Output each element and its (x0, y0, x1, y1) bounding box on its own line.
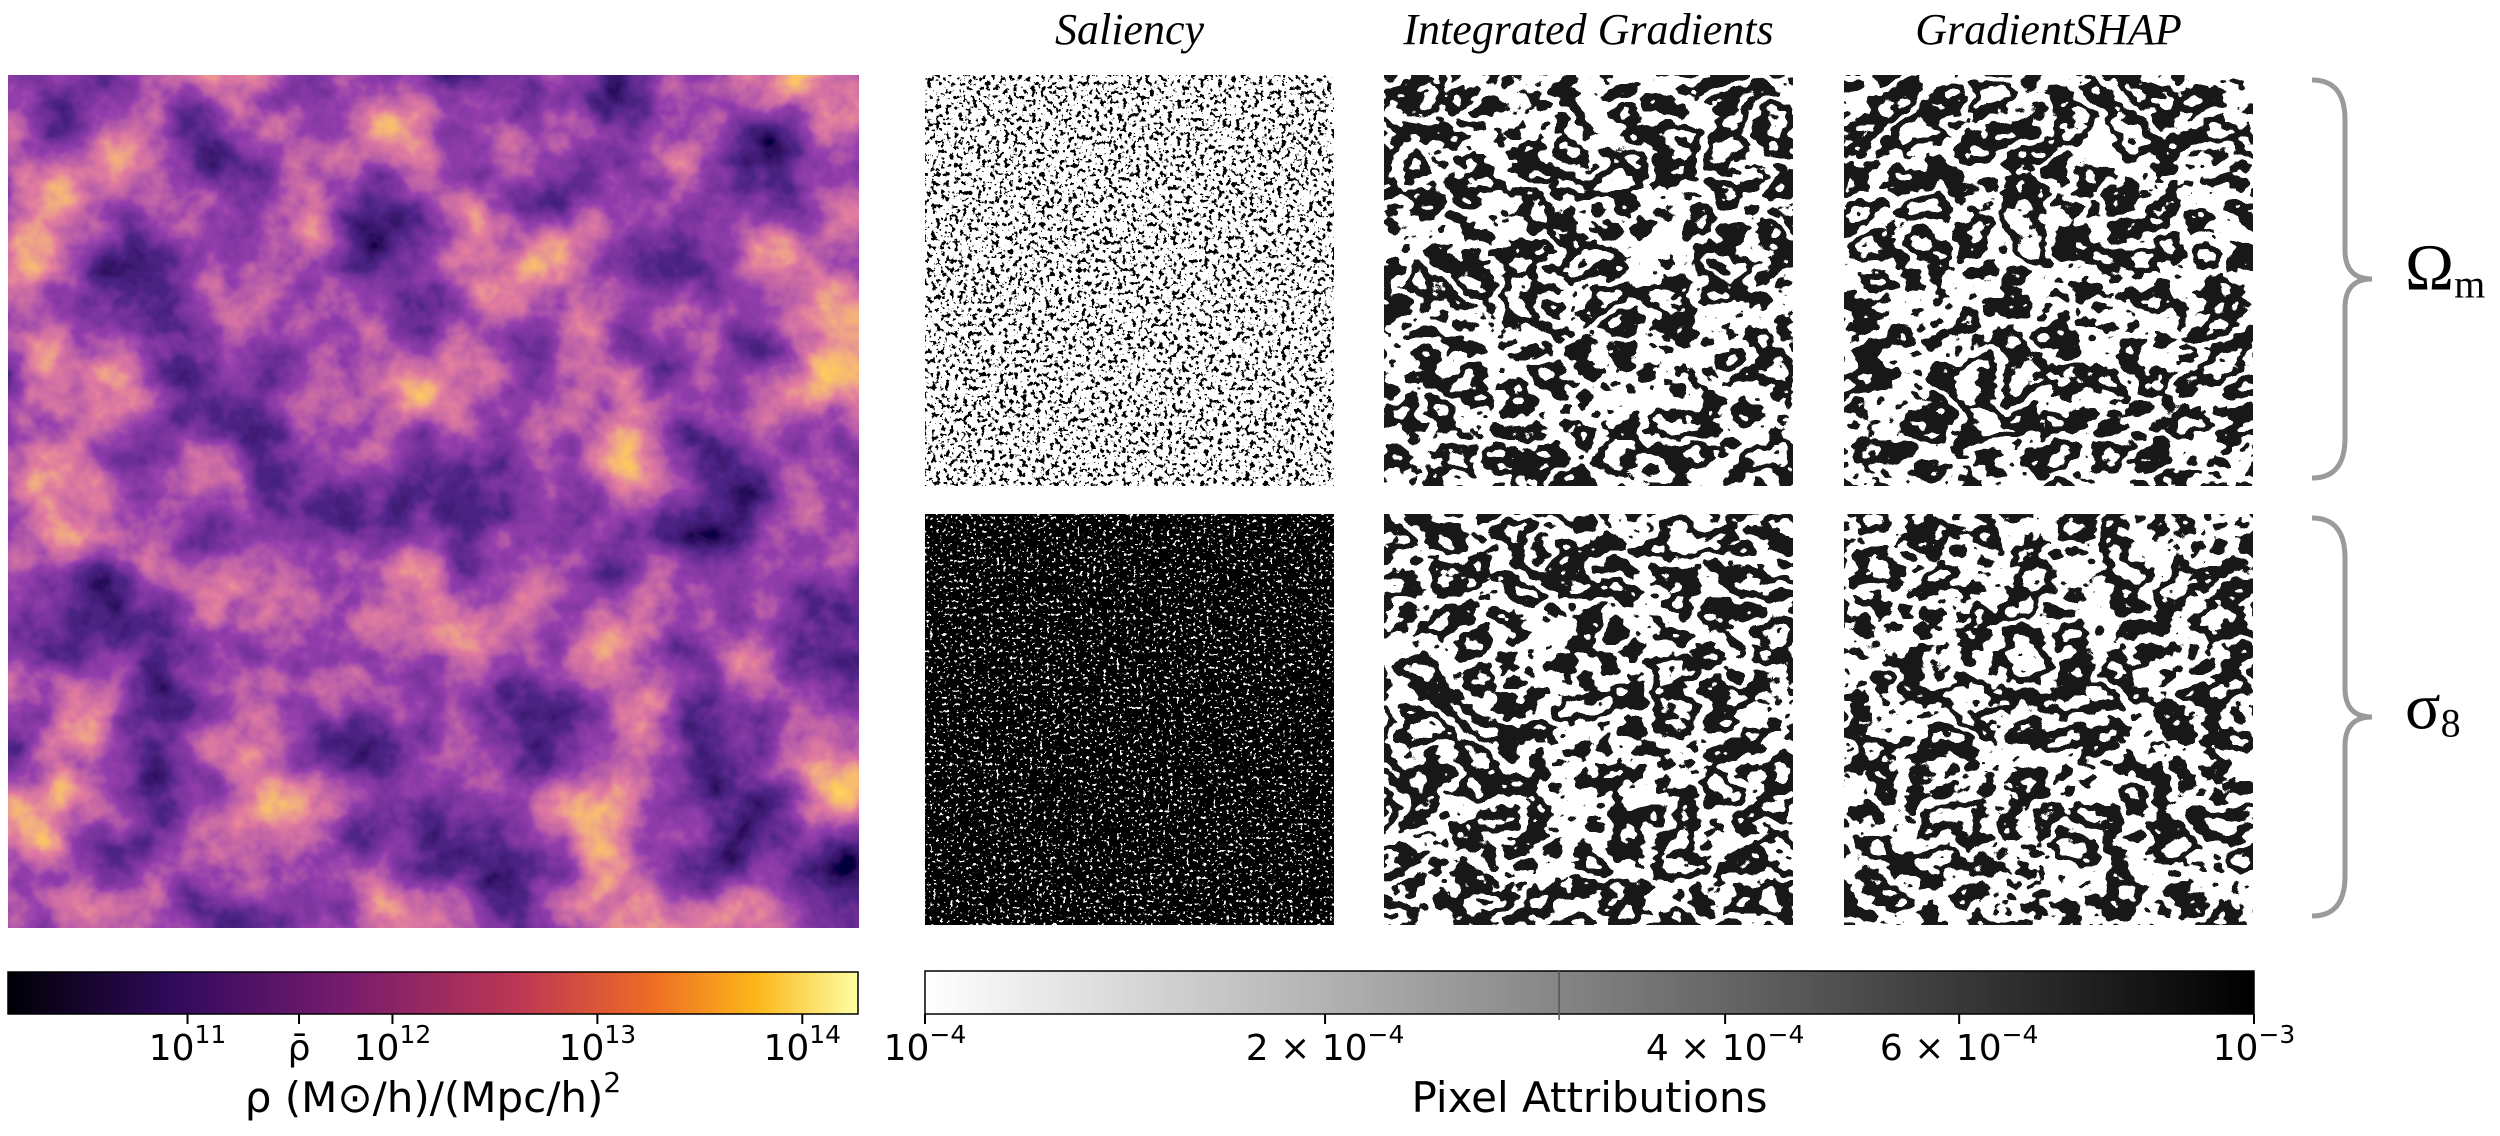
colorbar-tick-label: 10−4 (884, 1020, 967, 1069)
row-symbol: σ (2405, 671, 2441, 744)
colorbar-tick-label: 1013 (559, 1020, 637, 1069)
attribution-map-texture (925, 514, 1334, 925)
tick-base: 2 × 10 (1246, 1028, 1368, 1069)
colorbar-tick-label: 6 × 10−4 (1880, 1020, 2039, 1069)
column-title: Saliency (1055, 5, 1205, 54)
colorbar-tick-label: 1012 (354, 1020, 432, 1069)
row-subscript: m (2454, 262, 2485, 307)
attribution-map-texture (1384, 75, 1793, 486)
tick-base: 10 (884, 1028, 930, 1069)
brace (2311, 515, 2373, 919)
colorbar-label: Pixel Attributions (1412, 1073, 1768, 1122)
density-map-texture (8, 75, 859, 928)
column-title: Integrated Gradients (1402, 5, 1773, 54)
tick-base: 10 (2213, 1028, 2259, 1069)
colorbar-label-exponent: 2 (603, 1066, 621, 1099)
row-label: Ωm (2405, 232, 2485, 307)
colorbar-tick-label: 4 × 10−4 (1646, 1020, 1805, 1069)
tick-exponent: −3 (2258, 1020, 2295, 1049)
column-title: GradientSHAP (1915, 5, 2181, 54)
tick-base: 10 (149, 1028, 195, 1069)
tick-exponent: 12 (399, 1020, 431, 1049)
attribution-map-texture (1844, 75, 2253, 486)
tick-exponent: −4 (1768, 1020, 1805, 1049)
tick-exponent: −4 (1368, 1020, 1405, 1049)
row-label: σ8 (2405, 671, 2461, 746)
colorbar (7, 971, 859, 1015)
attribution-map-texture (1844, 514, 2253, 925)
tick-exponent: −4 (2002, 1020, 2039, 1049)
colorbar-tick-label: 1014 (763, 1020, 841, 1069)
tick-base: 10 (763, 1028, 809, 1069)
attribution-map-texture (1384, 514, 1793, 925)
brace (2311, 77, 2373, 481)
tick-base: 6 × 10 (1880, 1028, 2002, 1069)
colorbar-label: ρ (M⊙/h)/(Mpc/h)2 (245, 1066, 622, 1122)
colorbar-tick-label: 10−3 (2213, 1020, 2296, 1069)
row-subscript: 8 (2441, 701, 2461, 746)
tick-exponent: 13 (604, 1020, 636, 1049)
colorbar (924, 970, 2255, 1015)
tick-base: 4 × 10 (1646, 1028, 1768, 1069)
colorbar-label-text: Pixel Attributions (1412, 1073, 1768, 1122)
tick-base: 10 (559, 1028, 605, 1069)
tick-base: 10 (354, 1028, 400, 1069)
tick-exponent: 14 (809, 1020, 841, 1049)
colorbar-tick-label: ρ̄ (288, 1028, 311, 1069)
colorbar-tick-label: 1011 (149, 1020, 227, 1069)
colorbar-tick-label: 2 × 10−4 (1246, 1020, 1405, 1069)
attribution-map-texture (925, 75, 1334, 486)
tick-exponent: −4 (929, 1020, 966, 1049)
tick-exponent: 11 (195, 1020, 227, 1049)
colorbar-label-text: ρ (M⊙/h)/(Mpc/h) (245, 1073, 604, 1122)
row-symbol: Ω (2405, 232, 2454, 305)
